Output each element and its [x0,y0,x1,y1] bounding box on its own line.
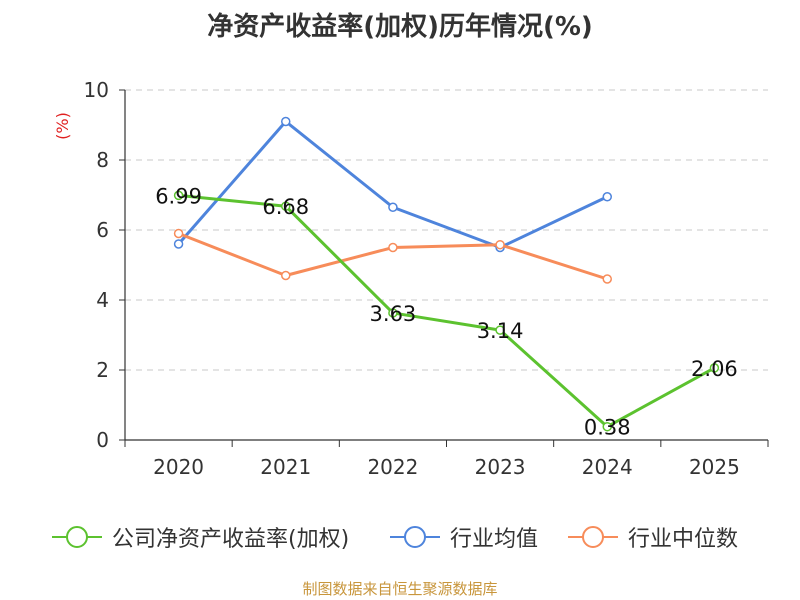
label-layer: 6.99 6.68 3.63 3.14 0.38 2.06 [155,184,738,439]
series-2-point-2023 [495,239,505,250]
series-1-point-2021 [281,116,291,127]
legend-marker-industry-median [568,526,618,548]
legend-item-industry-median[interactable]: 行业中位数 [568,517,738,557]
x-tick-label-2023: 2023 [475,455,526,479]
x-tick-label-2025: 2025 [689,455,740,479]
x-tick-label-2021: 2021 [260,455,311,479]
series-line-0 [178,193,716,429]
legend-item-industry-mean[interactable]: 行业均值 [390,517,538,557]
x-tick-label-2022: 2022 [367,455,418,479]
series-0-point-2020 [173,190,184,201]
series-2-point-2020 [173,228,184,239]
data-label-2023: 3.14 [477,319,524,343]
series-0-point-2024 [602,421,612,432]
series-0-point-2025 [709,363,720,373]
legend-label-industry-median: 行业中位数 [628,527,739,552]
axis-layer: 0 2 4 6 8 10 2020 2021 2022 2023 2024 2025 [84,78,769,479]
series-layer [173,116,720,432]
series-0-point-2021 [281,201,291,211]
series-2-point-2022 [388,242,398,253]
y-axis-label: (%) [53,112,72,140]
x-tick-label-2024: 2024 [582,455,633,479]
y-tick-label-0: 0 [96,428,109,452]
series-line-1 [177,120,608,249]
y-tick-label-10: 10 [84,78,109,102]
y-tick-label-4: 4 [96,288,109,312]
legend: 公司净资产收益率(加权) 行业均值 行业中位数 [0,517,800,557]
y-tick-label-6: 6 [96,218,109,242]
series-0-point-2023 [495,325,505,335]
legend-marker-company-roe [52,526,102,548]
series-line-2 [178,232,608,281]
y-tick-label-2: 2 [96,358,109,382]
series-2-point-2024 [602,274,612,284]
series-1-point-2022 [388,202,398,212]
source-note: 制图数据来自恒生聚源数据库 [302,580,498,598]
y-tick-label-8: 8 [96,148,109,172]
data-label-2021: 6.68 [262,195,309,219]
legend-label-company-roe: 公司净资产收益率(加权) [112,527,350,552]
x-tick-label-2020: 2020 [153,455,204,479]
data-label-2025: 2.06 [691,357,738,381]
series-0-point-2022 [388,308,398,318]
legend-item-company-roe[interactable]: 公司净资产收益率(加权) [52,517,349,557]
series-1-point-2020 [173,239,184,249]
legend-label-industry-mean: 行业均值 [450,527,539,552]
data-label-2020: 6.99 [155,184,202,208]
data-label-2022: 3.63 [370,302,417,326]
grid-layer [125,89,768,371]
chart-title: 净资产收益率(加权)历年情况(%) [207,12,593,42]
series-1-point-2024 [602,192,612,202]
series-2-point-2021 [281,270,291,281]
legend-marker-industry-mean [390,526,440,548]
data-label-2024: 0.38 [584,416,631,440]
